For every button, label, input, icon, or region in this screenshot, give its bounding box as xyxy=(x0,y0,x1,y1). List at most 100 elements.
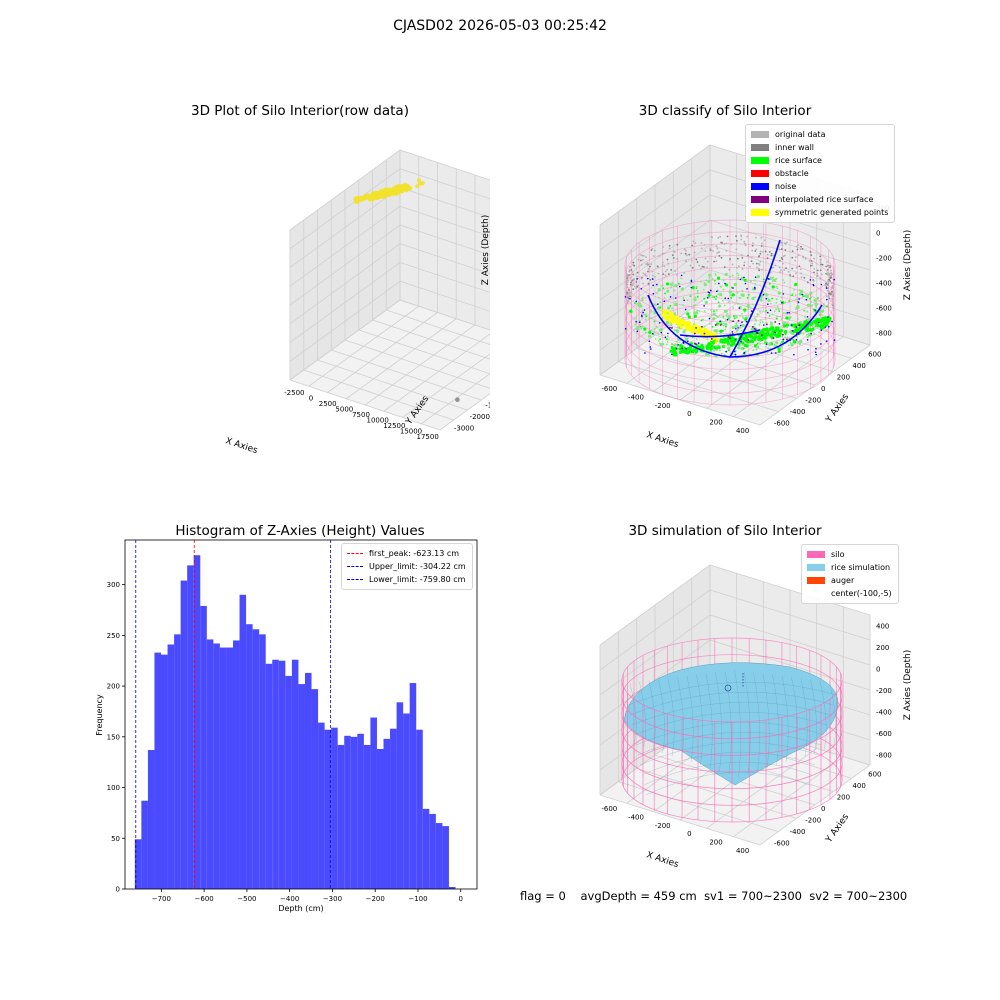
inner-wall-point xyxy=(662,252,665,255)
rice-surface-point xyxy=(664,292,666,295)
rice-surface-point xyxy=(785,323,790,327)
noise-point xyxy=(807,348,809,351)
histogram-bar xyxy=(278,660,286,889)
sim-z-tick: 200 xyxy=(876,644,889,652)
rice-mesh-line xyxy=(633,712,828,736)
inner-wall-point xyxy=(795,272,797,275)
rice-surface-point xyxy=(771,313,774,316)
inner-wall-point xyxy=(700,242,703,245)
rice-surface-point xyxy=(771,297,774,300)
inner-wall-point xyxy=(784,249,787,251)
rice-surface-point xyxy=(669,324,672,327)
inner-wall-point xyxy=(830,269,832,272)
noise-curve xyxy=(679,329,761,338)
simulation-z-axis-label: Z Axies (Depth) xyxy=(903,650,913,721)
inner-wall-point xyxy=(716,247,719,250)
symmetric-point xyxy=(709,332,713,336)
legend-swatch xyxy=(807,577,825,584)
inner-wall-point xyxy=(816,269,819,272)
inner-wall-point xyxy=(666,258,669,261)
rice-surface-point xyxy=(728,276,731,278)
noise-point xyxy=(677,344,679,346)
inner-wall-point xyxy=(668,247,671,250)
inner-wall-point xyxy=(757,262,760,265)
histogram-x-tick-label: −600 xyxy=(195,895,214,903)
classify-plot-title: 3D classify of Silo Interior xyxy=(638,103,812,119)
inner-wall-point xyxy=(721,242,723,244)
inner-wall-point xyxy=(746,235,749,238)
raw-data-points xyxy=(353,178,460,403)
simulation-silo-wireframe-front xyxy=(621,679,843,823)
rice-mesh-line xyxy=(810,679,817,754)
rice-surface-point xyxy=(688,347,693,352)
noise-point xyxy=(636,278,638,280)
noise-point xyxy=(825,287,828,289)
histogram-bar xyxy=(409,683,417,889)
histogram-y-tick-label: 100 xyxy=(107,784,120,792)
rice-surface-point xyxy=(671,307,674,310)
rice-mesh-line xyxy=(705,673,713,769)
inner-wall-point xyxy=(700,267,702,270)
histogram-legend-entry: Upper_limit: -304.22 cm xyxy=(347,560,466,573)
rice-surface-point xyxy=(724,322,728,327)
rice-mesh-line xyxy=(629,683,637,745)
rice-surface-point xyxy=(769,321,772,323)
inner-wall-point xyxy=(657,272,660,275)
rice-surface-point xyxy=(687,315,691,319)
rice-surface-point xyxy=(695,287,698,290)
inner-wall-point xyxy=(819,277,822,280)
inner-wall-point xyxy=(813,257,816,260)
rice-surface-point xyxy=(775,278,778,280)
noise-point xyxy=(762,293,765,296)
inner-wall-point xyxy=(810,254,813,256)
rice-surface-point xyxy=(796,305,800,309)
rice-surface-point xyxy=(644,331,647,334)
rice-surface-point xyxy=(750,327,754,332)
rice-surface-point xyxy=(709,316,711,318)
rice-surface-point xyxy=(793,323,797,327)
inner-wall-point xyxy=(752,262,754,265)
histogram-axes: −700 −600 −500 −400 −300 −200 −100 0 0 50 100 150 20… xyxy=(107,539,478,903)
histogram-bar xyxy=(246,624,253,889)
inner-wall-point xyxy=(735,248,738,251)
rice-mesh-line xyxy=(658,679,665,754)
inner-wall-point xyxy=(772,266,775,269)
rice-surface-point xyxy=(798,289,801,292)
rice-surface-point xyxy=(696,289,699,292)
histogram-bar xyxy=(363,744,371,889)
rice-surface-point xyxy=(824,318,828,322)
rice-surface-point xyxy=(714,272,717,275)
rice-surface-point xyxy=(795,298,797,301)
rice-surface-point xyxy=(789,330,793,334)
classify-silo-ring xyxy=(624,314,836,406)
raw-x-tick: 12500 xyxy=(383,422,405,430)
rice-surface-point xyxy=(713,329,715,332)
inner-wall-point xyxy=(647,282,650,285)
rice-surface-point xyxy=(758,275,761,278)
inner-wall-point xyxy=(729,257,731,260)
noise-point xyxy=(812,283,815,286)
rice-surface-point xyxy=(673,289,676,292)
rice-surface-point xyxy=(798,326,802,330)
noise-point xyxy=(824,326,827,328)
rice-surface-point xyxy=(714,329,719,333)
inner-wall-point xyxy=(629,269,632,271)
rice-surface-point xyxy=(639,325,642,328)
inner-wall-point xyxy=(766,257,769,260)
noise-point xyxy=(690,286,693,289)
rice-surface-point xyxy=(674,304,676,307)
rice-surface-point xyxy=(663,297,666,299)
rice-surface-point xyxy=(765,327,769,331)
sim-y-tick: -600 xyxy=(774,839,790,847)
inner-wall-point xyxy=(759,250,762,253)
inner-wall-point xyxy=(692,240,695,243)
histogram-bar xyxy=(167,644,175,889)
rice-surface-point xyxy=(720,340,724,344)
rice-surface-point xyxy=(775,298,778,301)
rice-surface-point xyxy=(818,314,821,316)
rice-surface-point xyxy=(784,336,787,339)
rice-surface-point xyxy=(780,296,783,299)
rice-surface-point xyxy=(783,281,786,284)
rice-mesh-line xyxy=(639,681,646,748)
inner-wall-point xyxy=(633,264,636,267)
